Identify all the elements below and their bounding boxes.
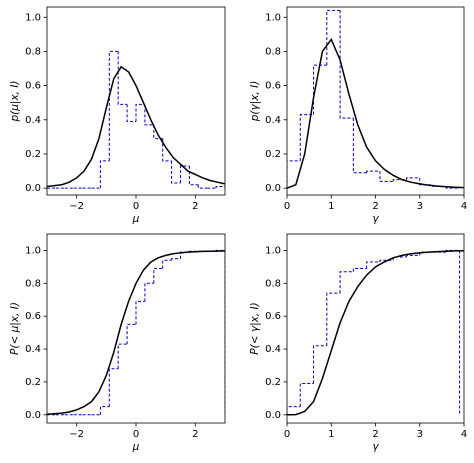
histogram-step bbox=[197, 184, 208, 189]
y-axis-label: P(< γ|x, I) bbox=[249, 302, 261, 354]
curve bbox=[47, 65, 225, 188]
y-tick-label: 0.2 bbox=[25, 377, 41, 388]
y-tick-label: 0.0 bbox=[25, 410, 41, 421]
y-tick-label: 0.2 bbox=[265, 377, 281, 388]
y-tick-label: 0.8 bbox=[265, 278, 281, 289]
y-tick-label: 0.2 bbox=[25, 149, 41, 160]
x-tick-label: 3 bbox=[417, 429, 423, 440]
x-axis-label: μ bbox=[132, 441, 140, 453]
x-tick-label: 3 bbox=[417, 201, 423, 212]
histogram-step bbox=[445, 249, 461, 415]
x-tick-label: 1 bbox=[328, 429, 334, 440]
x-axis-label: γ bbox=[372, 441, 379, 453]
y-tick-label: 0.4 bbox=[265, 115, 281, 126]
y-tick-label: 1.0 bbox=[25, 245, 41, 256]
y-tick-label: 0.6 bbox=[265, 81, 281, 92]
histogram-step bbox=[379, 171, 394, 182]
histogram-step bbox=[215, 185, 225, 189]
x-tick-label: 2 bbox=[192, 201, 198, 212]
y-tick-label: 0.0 bbox=[265, 183, 281, 194]
histogram-step bbox=[366, 170, 380, 173]
histogram-step bbox=[153, 268, 163, 284]
x-axis-label: γ bbox=[372, 213, 379, 225]
y-tick-label: 1.0 bbox=[25, 12, 41, 23]
subplot: −2 0 2 0.0 0.2 0.4 0.6 0.8 1.0 μ p(μ|x, I) bbox=[9, 6, 226, 225]
histogram-step bbox=[287, 406, 301, 415]
y-axis-label: p(γ|x, I) bbox=[249, 81, 261, 123]
curve bbox=[47, 250, 225, 416]
y-tick-label: 1.0 bbox=[265, 12, 281, 23]
histogram-step bbox=[171, 160, 181, 184]
histogram-step bbox=[287, 160, 301, 189]
x-tick-label: −2 bbox=[69, 201, 84, 212]
histogram-step bbox=[339, 10, 354, 119]
histogram-step bbox=[135, 103, 145, 122]
curve bbox=[287, 37, 464, 189]
axes-frame bbox=[46, 6, 226, 196]
histogram-step bbox=[144, 104, 154, 126]
histogram-step bbox=[162, 259, 172, 269]
y-tick-label: 0.4 bbox=[25, 115, 41, 126]
histogram-step bbox=[144, 282, 154, 302]
x-tick-label: 0 bbox=[284, 201, 290, 212]
y-tick-label: 0.6 bbox=[265, 311, 281, 322]
histogram-step bbox=[326, 292, 341, 346]
histogram-step bbox=[392, 256, 407, 261]
histogram-step bbox=[366, 261, 380, 269]
y-tick-label: 0.8 bbox=[25, 46, 41, 57]
histogram-step bbox=[99, 160, 110, 189]
histogram-step bbox=[313, 345, 327, 384]
histogram-step bbox=[405, 254, 420, 258]
histogram-step bbox=[108, 50, 119, 161]
y-tick-label: 0.8 bbox=[265, 46, 281, 57]
axes-frame bbox=[46, 233, 226, 424]
subplot: 0 1 2 3 4 0.0 0.2 0.4 0.6 0.8 1.0 γ p(γ|x, I) bbox=[249, 6, 467, 225]
histogram-step bbox=[215, 249, 225, 415]
x-tick-label: 0 bbox=[284, 429, 290, 440]
y-tick-label: 0.8 bbox=[25, 278, 41, 289]
y-tick-label: 0.6 bbox=[25, 81, 41, 92]
histogram-step bbox=[352, 268, 367, 272]
histogram-step bbox=[339, 271, 354, 294]
histogram-step bbox=[99, 406, 110, 415]
curve bbox=[287, 250, 464, 416]
histogram-step bbox=[171, 258, 181, 261]
histogram-step bbox=[108, 368, 119, 407]
x-axis-label: μ bbox=[132, 213, 140, 225]
x-tick-label: 2 bbox=[372, 201, 378, 212]
histogram-step bbox=[126, 323, 136, 345]
x-tick-label: 0 bbox=[133, 429, 139, 440]
histogram-step bbox=[135, 300, 145, 325]
y-tick-label: 0.4 bbox=[265, 344, 281, 355]
x-tick-label: 4 bbox=[461, 201, 467, 212]
subplot: −2 0 2 0.0 0.2 0.4 0.6 0.8 1.0 μ P(< μ|x, I) bbox=[9, 233, 226, 453]
y-axis-label: P(< μ|x, I) bbox=[9, 302, 21, 355]
y-tick-label: 0.4 bbox=[25, 344, 41, 355]
histogram-step bbox=[126, 104, 136, 123]
histogram-step bbox=[299, 383, 314, 407]
y-tick-label: 0.2 bbox=[265, 149, 281, 160]
y-tick-label: 0.0 bbox=[25, 183, 41, 194]
histogram-step bbox=[352, 118, 367, 174]
x-tick-label: 2 bbox=[372, 429, 378, 440]
histogram-step bbox=[405, 177, 420, 180]
x-tick-label: 2 bbox=[192, 429, 198, 440]
x-tick-label: −2 bbox=[69, 429, 84, 440]
histogram-step bbox=[162, 138, 172, 162]
y-axis-label: p(μ|x, I) bbox=[9, 80, 21, 122]
histogram-step bbox=[180, 165, 190, 184]
y-tick-label: 1.0 bbox=[265, 245, 281, 256]
histogram-step bbox=[117, 51, 128, 105]
histogram-step bbox=[117, 343, 128, 369]
x-tick-label: 4 bbox=[461, 429, 467, 440]
subplot: 0 1 2 3 4 0.0 0.2 0.4 0.6 0.8 1.0 γ P(< γ|x, I) bbox=[249, 233, 467, 453]
y-tick-label: 0.6 bbox=[25, 311, 41, 322]
y-tick-label: 0.0 bbox=[265, 410, 281, 421]
x-tick-label: 1 bbox=[328, 201, 334, 212]
histogram-step bbox=[299, 114, 314, 161]
x-tick-label: 0 bbox=[133, 201, 139, 212]
